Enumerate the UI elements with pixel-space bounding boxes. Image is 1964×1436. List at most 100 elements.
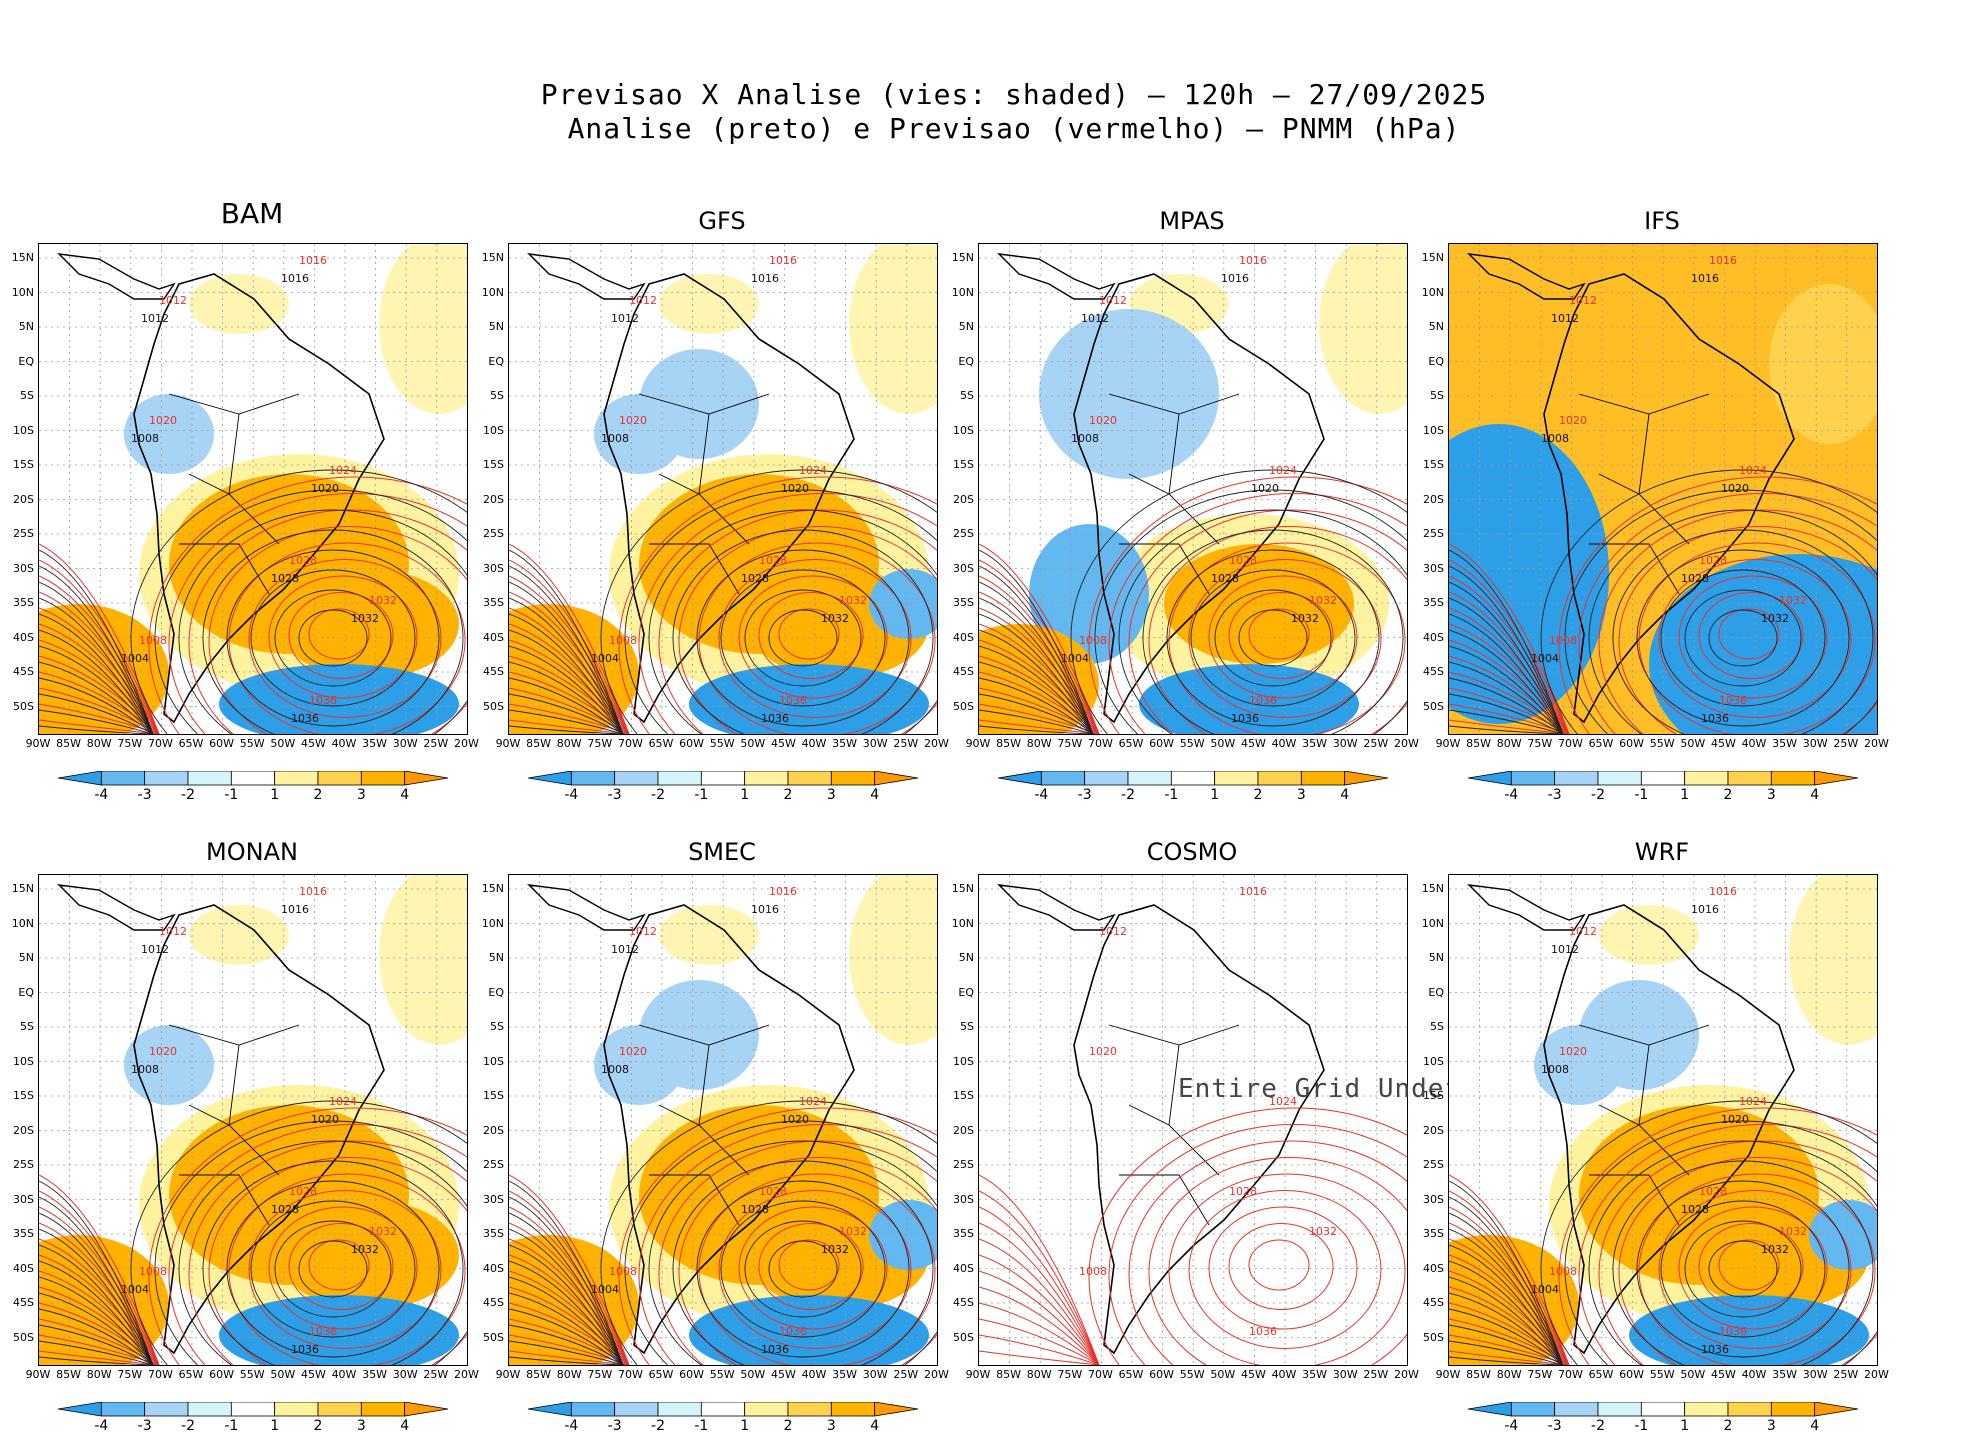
contour-label-black: 1008: [1541, 1063, 1569, 1076]
lat-tick-label: EQ: [958, 354, 974, 368]
lon-tick-label: 65W: [178, 737, 204, 750]
colorbar-swatch: [274, 1402, 319, 1417]
lon-tick-label: 55W: [1179, 1368, 1205, 1381]
lon-tick-label: 90W: [25, 737, 51, 750]
colorbar: [1468, 1402, 1858, 1417]
colorbar-tick-label: 4: [400, 787, 410, 803]
colorbar-swatch: [1554, 1402, 1599, 1417]
contour-label-black: 1036: [761, 712, 789, 725]
contour-label-black: 1028: [741, 572, 769, 585]
contour-label-black: 1032: [1291, 612, 1319, 625]
colorbar-swatch: [317, 771, 362, 786]
colorbar-tick-label: 2: [313, 1418, 323, 1434]
lon-tick-label: 90W: [495, 1368, 521, 1381]
lon-tick-label: 30W: [862, 737, 888, 750]
bias-shading: [39, 244, 467, 734]
lat-tick-label: 45S: [953, 1296, 974, 1309]
contour-label-black: 1028: [1211, 572, 1239, 585]
lat-tick-label: 45S: [483, 1296, 504, 1309]
colorbar-swatch: [58, 771, 102, 786]
lon-tick-label: 25W: [893, 1368, 919, 1381]
colorbar-swatch: [874, 771, 918, 786]
colorbar: [58, 1402, 448, 1417]
colorbar-swatch: [100, 1402, 146, 1417]
contour-label-red: 1028: [1699, 1185, 1727, 1198]
colorbar-swatch: [404, 771, 448, 786]
lon-tick-label: 35W: [362, 1368, 388, 1381]
lon-tick-label: 55W: [1179, 737, 1205, 750]
lat-tick-label: 10N: [11, 285, 34, 299]
contour-label-red: 1012: [1099, 925, 1127, 938]
contour-label-black: 1020: [311, 1113, 339, 1126]
colorbar-swatch: [1597, 1402, 1642, 1417]
contour-label-black: 1012: [1551, 943, 1579, 956]
contour-label-red: 1020: [619, 1045, 647, 1058]
lat-tick-label: 50S: [1423, 1330, 1444, 1344]
lat-tick-label: EQ: [1428, 985, 1444, 999]
lat-tick-label: 25S: [1423, 1158, 1444, 1171]
lat-tick-label: EQ: [958, 985, 974, 999]
colorbar-tick-label: -1: [224, 1418, 239, 1434]
lon-tick-label: 40W: [331, 1368, 357, 1381]
colorbar-tick-label: -4: [1504, 1418, 1519, 1434]
colorbar-tick-label: 3: [826, 1418, 836, 1434]
contour-label-red: 1012: [1569, 294, 1597, 307]
colorbar-swatch: [1684, 1402, 1729, 1417]
lon-tick-label: 70W: [147, 737, 173, 750]
lon-tick-label: 30W: [1802, 737, 1828, 750]
colorbar-tick-label: 4: [1340, 787, 1350, 803]
colorbar-swatch: [700, 1402, 746, 1417]
colorbar-swatch: [1770, 1402, 1816, 1417]
lon-tick-label: 20W: [923, 1368, 949, 1381]
lon-tick-label: 40W: [1741, 737, 1767, 750]
lon-tick-label: 60W: [1619, 1368, 1645, 1381]
contour-label-red: 1036: [1249, 694, 1277, 707]
lat-tick-label: 15S: [1423, 1089, 1444, 1102]
lon-tick-label: 80W: [1496, 737, 1522, 750]
lat-tick-label: 40S: [483, 630, 504, 644]
contour-label-red: 1032: [369, 1225, 397, 1238]
coastline: [997, 884, 1325, 1355]
contour-label-red: 1016: [299, 254, 327, 267]
contour-label-black: 1012: [141, 943, 169, 956]
contour-label-red: 1032: [839, 1225, 867, 1238]
colorbar-tick-label: 3: [826, 787, 836, 803]
colorbar-swatch: [1640, 771, 1686, 786]
lat-tick-label: EQ: [1428, 354, 1444, 368]
lat-tick-label: 45S: [13, 1296, 34, 1309]
lat-tick-label: 15S: [953, 458, 974, 471]
lat-tick-label: 15N: [1421, 882, 1444, 895]
lon-tick-label: 60W: [1149, 737, 1175, 750]
colorbar-tick-label: 2: [1723, 787, 1733, 803]
lat-tick-label: 20S: [1423, 1123, 1444, 1137]
pressure-contours: [979, 1107, 1407, 1365]
lon-tick-label: 20W: [1863, 737, 1889, 750]
lat-tick-label: 25S: [1423, 527, 1444, 540]
contour-label-red: 1028: [1229, 1185, 1257, 1198]
contour-label-red: 1032: [1309, 594, 1337, 607]
contour-label-black: 1032: [821, 612, 849, 625]
colorbar-swatch: [1170, 771, 1216, 786]
contour-label-red: 1012: [629, 294, 657, 307]
lon-tick-label: 45W: [300, 737, 326, 750]
contour-label-red: 1012: [159, 925, 187, 938]
lat-tick-label: 30S: [483, 1192, 504, 1206]
lat-tick-label: 5S: [1430, 1020, 1444, 1033]
contour-label-black: 1016: [281, 272, 309, 285]
contour-label-red: 1024: [1269, 464, 1297, 477]
lat-tick-label: 10N: [951, 285, 974, 299]
contour-label-red: 1024: [799, 464, 827, 477]
lat-tick-label: 35S: [13, 1227, 34, 1240]
contour-label-black: 1020: [311, 482, 339, 495]
lat-tick-label: 10S: [1423, 1054, 1444, 1068]
lat-tick-label: 40S: [1423, 630, 1444, 644]
pressure-contours: [1449, 469, 1877, 734]
colorbar-swatch: [1814, 771, 1858, 786]
lat-tick-label: 30S: [13, 1192, 34, 1206]
colorbar-swatch: [230, 1402, 276, 1417]
lon-tick-label: 70W: [1557, 1368, 1583, 1381]
lat-tick-label: EQ: [18, 985, 34, 999]
colorbar-swatch: [614, 771, 659, 786]
lon-tick-label: 20W: [453, 737, 479, 750]
colorbar-tick-label: -3: [137, 1418, 152, 1434]
